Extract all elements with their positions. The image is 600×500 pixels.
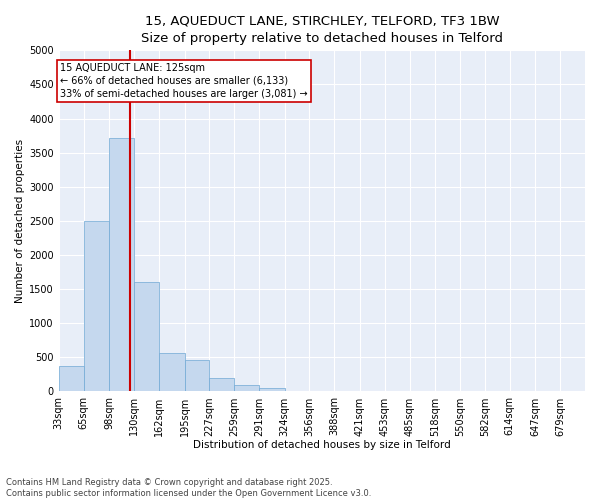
- Y-axis label: Number of detached properties: Number of detached properties: [15, 139, 25, 303]
- Bar: [259, 388, 284, 392]
- Title: 15, AQUEDUCT LANE, STIRCHLEY, TELFORD, TF3 1BW
Size of property relative to deta: 15, AQUEDUCT LANE, STIRCHLEY, TELFORD, T…: [141, 15, 503, 45]
- Bar: [185, 360, 209, 392]
- Bar: [209, 378, 234, 392]
- Bar: [59, 366, 83, 392]
- Bar: [109, 138, 134, 392]
- Text: 15 AQUEDUCT LANE: 125sqm
← 66% of detached houses are smaller (6,133)
33% of sem: 15 AQUEDUCT LANE: 125sqm ← 66% of detach…: [61, 62, 308, 99]
- Bar: [159, 352, 185, 392]
- Bar: [83, 221, 109, 392]
- Bar: [134, 282, 159, 392]
- X-axis label: Distribution of detached houses by size in Telford: Distribution of detached houses by size …: [193, 440, 451, 450]
- Text: Contains HM Land Registry data © Crown copyright and database right 2025.
Contai: Contains HM Land Registry data © Crown c…: [6, 478, 371, 498]
- Bar: [234, 384, 259, 392]
